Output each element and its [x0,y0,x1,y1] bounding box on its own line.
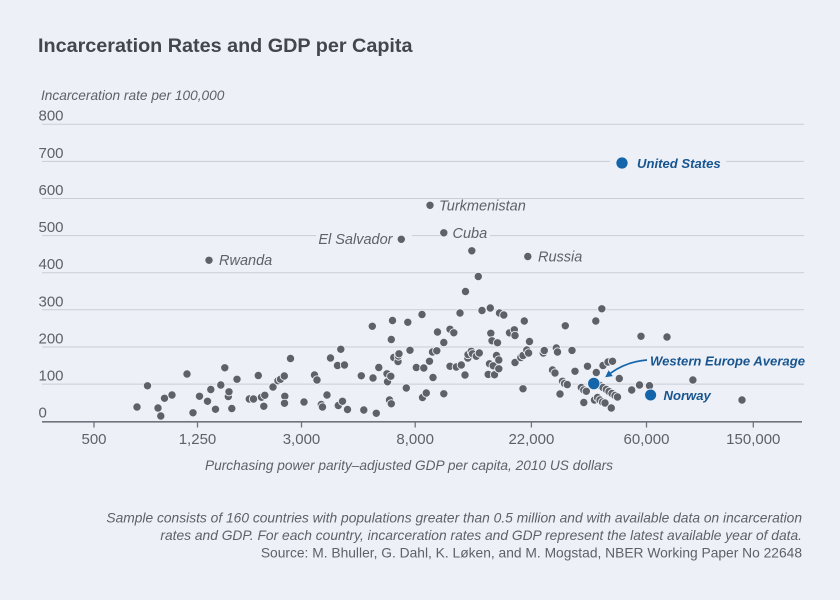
svg-text:Cuba: Cuba [453,226,488,242]
svg-text:Source: M. Bhuller, G. Dahl, K: Source: M. Bhuller, G. Dahl, K. Løken, a… [261,546,802,561]
svg-text:60,000: 60,000 [624,431,670,448]
svg-text:Western Europe Average: Western Europe Average [650,354,805,369]
svg-text:Rwanda: Rwanda [219,253,272,269]
svg-text:United States: United States [637,156,721,171]
svg-text:Purchasing power parity–adjust: Purchasing power parity–adjusted GDP per… [205,458,613,473]
svg-text:300: 300 [39,293,64,310]
svg-text:1,250: 1,250 [179,431,217,448]
svg-text:Incarceration rate per 100,000: Incarceration rate per 100,000 [41,88,225,103]
svg-text:150,000: 150,000 [726,431,780,448]
svg-text:500: 500 [39,219,64,236]
svg-text:El Salvador: El Salvador [318,232,393,248]
svg-text:200: 200 [39,331,64,348]
svg-text:8,000: 8,000 [396,431,434,448]
svg-text:3,000: 3,000 [283,431,321,448]
svg-text:700: 700 [39,145,64,162]
svg-text:Incarceration Rates and GDP pe: Incarceration Rates and GDP per Capita [38,35,413,57]
svg-text:500: 500 [81,431,106,448]
svg-text:600: 600 [39,182,64,199]
svg-text:800: 800 [39,108,64,125]
svg-text:0: 0 [39,405,47,422]
svg-text:100: 100 [39,368,64,385]
svg-text:22,000: 22,000 [508,431,554,448]
svg-text:Norway: Norway [664,388,712,403]
svg-text:Sample consists of 160 countri: Sample consists of 160 countries with po… [106,511,802,526]
svg-text:Russia: Russia [538,250,582,266]
svg-text:rates and GDP. For each countr: rates and GDP. For each country, incarce… [160,528,802,543]
svg-text:Turkmenistan: Turkmenistan [439,199,526,215]
svg-text:400: 400 [39,256,64,273]
